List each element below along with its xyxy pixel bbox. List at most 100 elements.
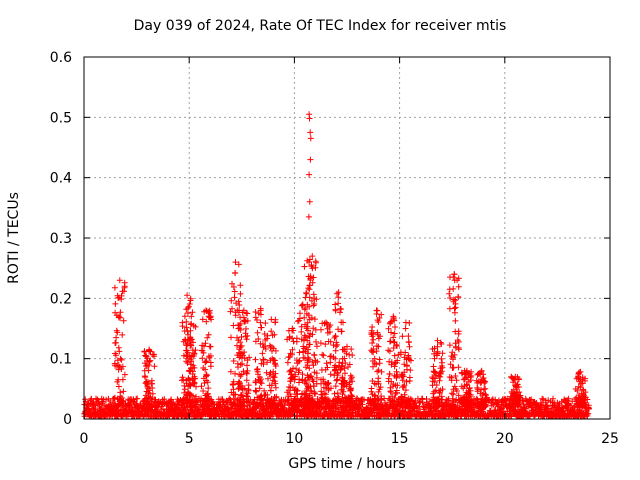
data-point: [402, 349, 409, 356]
data-point: [284, 400, 291, 406]
data-point: [306, 286, 313, 293]
data-point: [374, 397, 381, 404]
data-point: [205, 385, 212, 392]
data-point: [227, 396, 234, 403]
data-point: [187, 297, 194, 304]
data-point: [301, 332, 308, 339]
data-point: [147, 395, 154, 402]
data-point: [310, 362, 317, 369]
data-point: [402, 319, 409, 326]
data-point: [244, 362, 250, 369]
data-point: [451, 351, 458, 358]
data-point: [257, 340, 264, 347]
x-tick-label: 15: [391, 431, 409, 447]
data-point: [391, 330, 398, 337]
data-point: [468, 396, 475, 403]
data-point: [480, 390, 487, 397]
data-point: [255, 401, 262, 408]
data-point: [200, 388, 207, 394]
data-point: [237, 361, 244, 368]
data-point: [238, 371, 245, 378]
data-point: [375, 378, 382, 385]
data-point: [244, 357, 251, 364]
data-point: [290, 338, 297, 345]
data-point: [439, 350, 446, 357]
data-point: [449, 364, 456, 371]
data-point: [387, 389, 394, 396]
data-point: [144, 355, 151, 362]
data-point: [187, 321, 194, 328]
data-point: [301, 395, 308, 401]
data-point: [198, 411, 205, 418]
data-point: [267, 387, 274, 394]
data-point: [324, 381, 331, 388]
data-point: [304, 257, 311, 264]
data-point: [112, 340, 119, 346]
data-point: [111, 284, 118, 291]
data-point: [191, 350, 198, 357]
data-point: [320, 376, 327, 383]
data-point: [258, 376, 265, 383]
data-point: [304, 372, 311, 379]
data-point: [344, 343, 350, 350]
data-point: [580, 396, 587, 403]
data-point: [585, 410, 592, 417]
data-point: [324, 329, 331, 336]
data-point: [168, 396, 175, 403]
data-point: [339, 375, 346, 382]
data-point: [183, 380, 190, 387]
y-tick-label: 0.5: [50, 110, 72, 126]
data-point: [285, 327, 292, 334]
data-point: [306, 198, 313, 205]
data-point: [241, 317, 248, 324]
data-point: [376, 360, 383, 367]
data-point: [455, 283, 462, 290]
data-point: [204, 379, 211, 386]
data-point: [254, 329, 261, 336]
data-point: [452, 340, 459, 347]
data-point: [467, 401, 474, 408]
data-point: [509, 390, 516, 397]
data-point: [425, 402, 432, 408]
data-point: [375, 335, 382, 342]
data-point: [310, 378, 317, 385]
data-point: [324, 380, 331, 387]
data-point: [183, 318, 190, 325]
data-point: [550, 395, 556, 402]
data-point: [115, 383, 122, 390]
data-point: [203, 318, 210, 325]
data-point: [258, 324, 265, 331]
data-point: [190, 380, 197, 387]
data-point: [475, 378, 482, 385]
data-point: [142, 363, 149, 369]
data-point: [514, 399, 520, 406]
data-point: [309, 279, 316, 286]
data-point: [228, 334, 234, 341]
data-point: [339, 395, 346, 402]
data-point: [481, 403, 488, 410]
data-point: [148, 403, 155, 410]
data-point: [305, 356, 312, 363]
data-point: [370, 363, 376, 370]
data-point: [294, 318, 301, 325]
data-point: [151, 399, 158, 406]
data-point: [447, 295, 454, 301]
data-point: [401, 369, 408, 376]
data-point: [332, 347, 339, 354]
data-point: [304, 337, 311, 344]
data-point: [191, 402, 198, 409]
data-point: [272, 347, 279, 354]
data-point: [184, 396, 191, 403]
data-point: [292, 371, 299, 378]
data-point: [118, 366, 125, 372]
data-point: [391, 363, 398, 370]
data-point: [237, 290, 244, 297]
data-point: [307, 129, 314, 136]
data-point: [437, 370, 444, 377]
data-point: [243, 377, 250, 384]
data-point: [301, 378, 308, 385]
data-point: [252, 356, 259, 363]
data-point: [145, 379, 152, 386]
data-point: [144, 383, 151, 389]
data-point: [116, 313, 123, 320]
